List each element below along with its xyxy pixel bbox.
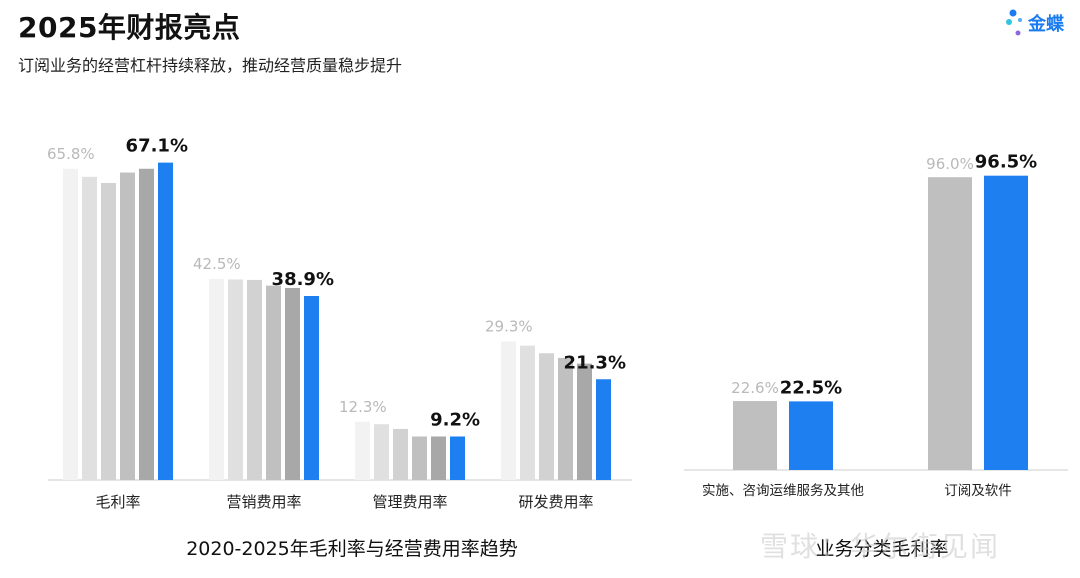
data-label-first: 29.3% (485, 317, 533, 335)
x-tick-label: 毛利率 (95, 493, 140, 511)
bar-1-2020 (63, 168, 78, 480)
bar-1-2023 (120, 172, 135, 481)
x-tick-label: 研发费用率 (518, 493, 593, 511)
bar-3-2024 (431, 436, 446, 480)
segment-margin-chart: 22.6% 22.5% 实施、咨询运维服务及其他 96.0% 96.5% 订阅及软件业务分… (684, 152, 1068, 560)
data-label-first: 42.5% (193, 255, 241, 273)
bar-4-2025 (596, 379, 611, 480)
trend-chart: 65.8% 67.1% 毛利率 42.5% 38.9% 营销费用率 12.3% 9.2% 管理费… (47, 136, 632, 560)
bar-2-2022 (247, 279, 262, 480)
chart-title: 2020-2025年毛利率与经营费用率趋势 (186, 538, 518, 560)
bar-1-2021 (82, 176, 97, 480)
bar-2-2025 (304, 296, 319, 480)
bar-2-series-2 (984, 175, 1028, 471)
brand-logo-text: 金蝶 (1028, 14, 1064, 35)
data-label-first: 22.6% (731, 379, 779, 397)
watermark-text: 雪球：华尔街见闻 (760, 530, 1001, 563)
x-tick-label: 管理费用率 (372, 493, 447, 511)
data-label-last: 22.5% (780, 377, 842, 398)
bar-2-series-1 (928, 177, 972, 470)
bar-4-2020 (501, 341, 516, 480)
data-label-last: 96.5% (975, 152, 1037, 173)
bar-2-2020 (209, 278, 224, 480)
bar-2-2024 (285, 287, 300, 480)
bar-4-2021 (520, 345, 535, 480)
data-label-last: 21.3% (564, 352, 626, 373)
data-label-last: 38.9% (272, 269, 334, 290)
x-tick-label: 实施、咨询运维服务及其他 (702, 483, 864, 499)
bar-2-2021 (228, 279, 243, 480)
bar-1-series-1 (733, 401, 777, 470)
data-label-last: 9.2% (430, 409, 480, 430)
x-tick-label: 订阅及软件 (944, 483, 1012, 499)
brand-logo: 金蝶 (1004, 6, 1076, 40)
bar-1-series-2 (789, 401, 833, 470)
bar-4-2022 (539, 353, 554, 480)
bar-1-2024 (139, 168, 154, 480)
bar-3-2021 (374, 424, 389, 480)
data-label-first: 96.0% (926, 155, 974, 173)
bar-3-2023 (412, 436, 427, 480)
page-title: 2025年财报亮点 (18, 11, 241, 44)
bar-2-2023 (266, 285, 281, 480)
bar-3-2025 (450, 436, 465, 480)
bar-4-2023 (558, 357, 573, 480)
data-label-first: 12.3% (339, 398, 387, 416)
bar-4-2024 (577, 363, 592, 480)
bar-3-2020 (355, 421, 370, 480)
page-subtitle: 订阅业务的经营杠杆持续释放，推动经营质量稳步提升 (18, 56, 403, 75)
chart-title: 业务分类毛利率 (815, 538, 948, 560)
bar-1-2022 (101, 182, 116, 480)
data-label-first: 65.8% (47, 145, 95, 163)
bar-1-2025 (158, 162, 173, 480)
bar-3-2022 (393, 428, 408, 480)
x-tick-label: 营销费用率 (226, 493, 301, 511)
data-label-last: 67.1% (126, 136, 188, 157)
logo-dots-icon (1006, 9, 1022, 36)
